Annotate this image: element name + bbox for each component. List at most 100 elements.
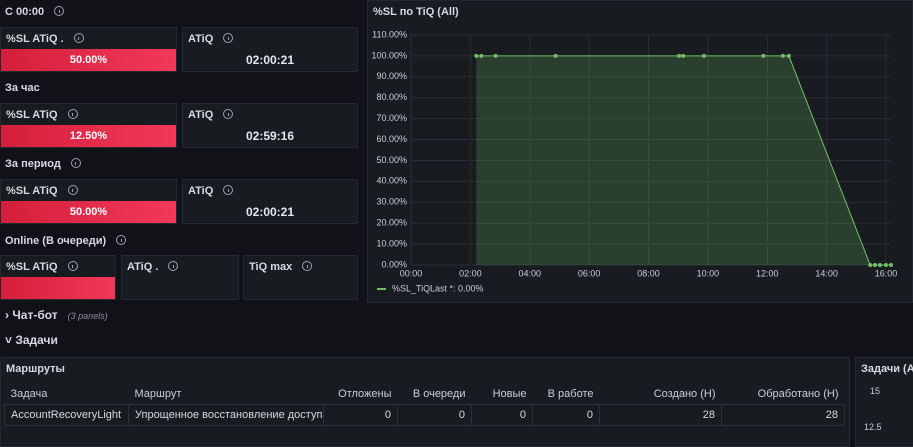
stat-title: %SL ATiQ (6, 109, 58, 121)
series-area (476, 55, 891, 266)
stat-panel[interactable]: ATiQ 02:00:21 (182, 27, 358, 72)
stat-title: %SL ATiQ (6, 261, 58, 273)
section-title: Online (В очереди) (5, 235, 127, 247)
chart-panel: %SL по TiQ (All) 0.00% 10.00% 20.00% 30.00%… (367, 0, 913, 303)
column-header: Отложены (338, 388, 392, 400)
row-title: Задачи (15, 333, 58, 347)
stat-title: ATiQ (188, 185, 214, 197)
section-text: За час (5, 82, 40, 94)
section-title: За час (5, 82, 40, 94)
y-tick-label: 30.00% (376, 197, 407, 207)
x-tick-label: 06:00 (578, 268, 601, 278)
data-point (681, 53, 686, 58)
column-header: В работе (547, 388, 594, 400)
data-point (553, 53, 558, 58)
data-point (677, 53, 682, 58)
stat-panel[interactable]: TiQ max (243, 255, 358, 300)
column-header: Задача (10, 388, 48, 400)
stat-title: %SL ATiQ . (6, 33, 64, 45)
x-tick-label: 00:00 (400, 268, 423, 278)
y-tick-label: 80.00% (376, 92, 407, 102)
table-cell: AccountRecoveryLight (4, 404, 129, 426)
x-tick-label: 02:00 (459, 268, 482, 278)
table-cell: 0 (397, 404, 472, 426)
data-point (878, 263, 883, 267)
x-tick-label: 16:00 (875, 268, 898, 278)
y-tick-label: 0.00% (381, 259, 407, 269)
stat-panel[interactable]: %SL ATiQ . 50.00% (0, 27, 177, 72)
stat-panel[interactable]: %SL ATiQ 12.50% (0, 103, 177, 148)
data-point (493, 53, 498, 58)
side-tick: 12.5 (864, 422, 882, 432)
chart: %SL по TiQ (All) 0.00% 10.00% 20.00% 30.00%… (371, 6, 898, 293)
stat-bar (1, 277, 115, 299)
stat-title: TiQ max (249, 261, 293, 273)
stat-value: 12.50% (1, 125, 176, 147)
table-title: Маршруты (6, 363, 65, 375)
stat-panel[interactable]: ATiQ 02:00:21 (182, 179, 358, 224)
chart-title: %SL по TiQ (All) (373, 6, 459, 18)
data-point (761, 53, 766, 58)
table-cell: 0 (323, 404, 398, 426)
stat-panel[interactable]: %SL ATiQ 50.00% (0, 179, 177, 224)
open-row[interactable]: ˅ Задачи (5, 333, 58, 347)
x-tick-label: 12:00 (756, 268, 779, 278)
stat-panel[interactable]: ATiQ . (121, 255, 239, 300)
column-header: В очереди (412, 388, 466, 400)
data-point (868, 263, 873, 267)
table: Задача Маршрут Отложены В очереди Новые В раб… (4, 384, 845, 426)
stat-value: 02:00:21 (245, 205, 295, 219)
side-title: Задачи (All (861, 363, 913, 375)
table-cell: 28 (721, 404, 845, 426)
stat-panel[interactable]: %SL ATiQ (0, 255, 116, 300)
stat-value: 50.00% (1, 201, 176, 223)
stat-title: ATiQ (188, 33, 214, 45)
column-header: Маршрут (134, 388, 182, 400)
y-tick-label: 100.00% (371, 50, 407, 60)
y-tick-label: 10.00% (376, 238, 407, 248)
data-point (479, 53, 484, 58)
data-point (780, 53, 785, 58)
y-tick-label: 50.00% (376, 155, 407, 165)
stat-value: 02:59:16 (245, 129, 295, 143)
stat-value: 50.00% (1, 49, 176, 71)
y-tick-label: 110.00% (372, 29, 407, 39)
section-title: За период (5, 158, 81, 170)
data-point (474, 53, 479, 58)
data-point (786, 53, 791, 58)
side-panel: Задачи (All 15 12.5 (855, 357, 913, 447)
side-tick: 15 (870, 386, 881, 396)
y-tick-label: 60.00% (376, 134, 407, 144)
y-tick-label: 70.00% (376, 113, 407, 123)
column-header: Новые (492, 388, 527, 400)
legend-value: Last *: 0.00% (430, 283, 484, 293)
table-cell: 0 (532, 404, 600, 426)
y-tick-label: 40.00% (376, 176, 407, 186)
section-text: C 00:00 (5, 6, 45, 18)
stat-title: ATiQ . (127, 261, 159, 273)
column-header: Создано (Н) (653, 388, 716, 400)
row-note: (3 panels) (67, 311, 108, 321)
collapsed-row[interactable]: › Чат-бот (3 panels) (5, 308, 108, 322)
table-cell: Упрощенное восстановление доступа (128, 404, 324, 426)
y-tick-label: 20.00% (376, 218, 407, 228)
stat-title: %SL ATiQ (6, 185, 58, 197)
x-tick-label: 04:00 (518, 268, 541, 278)
section-title: C 00:00 (5, 6, 65, 18)
stat-value: 02:00:21 (245, 53, 295, 67)
data-point (701, 53, 706, 58)
data-point (889, 263, 893, 267)
table-panel: Маршруты Задача Маршрут Отложены В очереди Н… (0, 357, 850, 447)
table-cell: 28 (599, 404, 722, 426)
row-title: Чат-бот (12, 308, 58, 322)
stat-panel[interactable]: ATiQ 02:59:16 (182, 103, 358, 148)
y-tick-label: 90.00% (376, 71, 407, 81)
data-point (883, 263, 888, 267)
stat-title: ATiQ (188, 109, 214, 121)
x-tick-label: 08:00 (637, 268, 660, 278)
x-tick-label: 10:00 (697, 268, 720, 278)
section-text: За период (5, 158, 61, 170)
table-cell: 0 (471, 404, 533, 426)
x-tick-label: 14:00 (815, 268, 838, 278)
